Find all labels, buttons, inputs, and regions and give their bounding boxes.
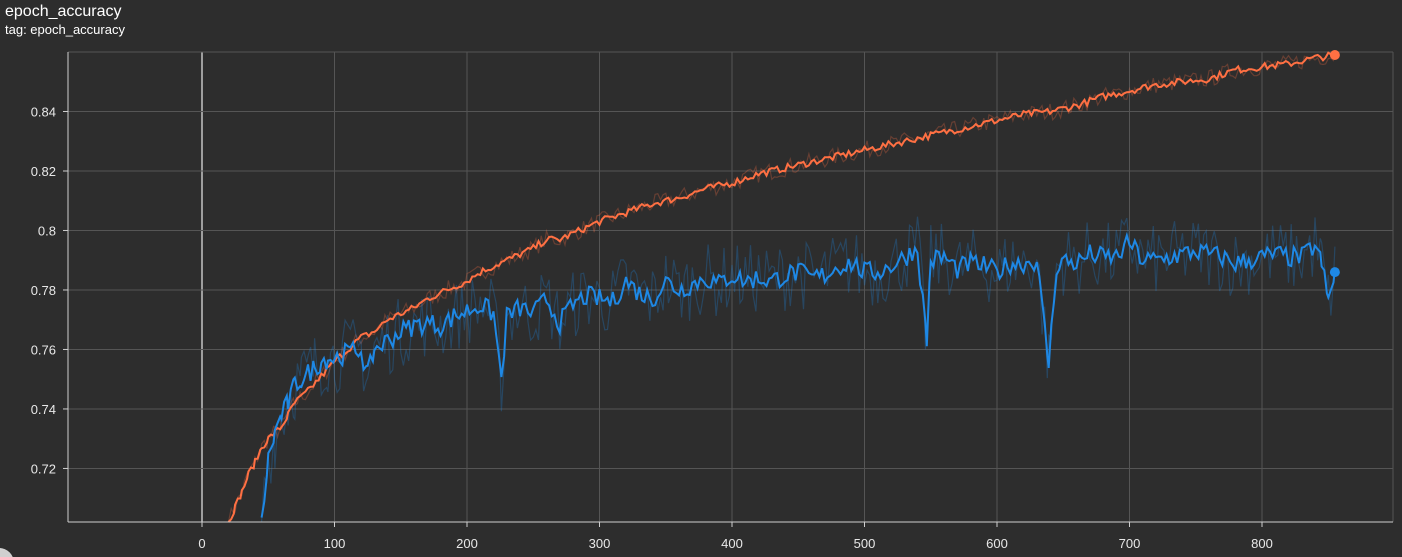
train-line <box>227 51 1336 523</box>
x-tick-label: 200 <box>456 536 478 551</box>
y-tick-label: 0.82 <box>31 164 56 179</box>
x-tick-label: 300 <box>589 536 611 551</box>
y-tick-label: 0.8 <box>38 223 56 238</box>
train-raw-line <box>227 52 1336 523</box>
validation-raw-line <box>261 216 1336 523</box>
validation-end-point[interactable] <box>1329 267 1340 278</box>
y-tick-label: 0.78 <box>31 283 56 298</box>
smoothed-series <box>227 49 1340 523</box>
chart-tag: tag: epoch_accuracy <box>5 22 125 37</box>
x-tick-label: 400 <box>721 536 743 551</box>
raw-series <box>227 52 1336 523</box>
y-tick-label: 0.84 <box>31 104 56 119</box>
chart-header: epoch_accuracy tag: epoch_accuracy <box>5 2 125 38</box>
x-tick-label: 800 <box>1251 536 1273 551</box>
train-end-point[interactable] <box>1329 49 1340 60</box>
x-tick-label: 0 <box>198 536 205 551</box>
grid <box>68 51 1394 522</box>
tick-labels: 0 100 200 300 400 500 600 700 800 0.72 0.74 0.76 0.7… <box>31 104 1273 551</box>
y-tick-label: 0.72 <box>31 461 56 476</box>
axes <box>63 52 1393 527</box>
y-tick-label: 0.76 <box>31 342 56 357</box>
y-tick-label: 0.74 <box>31 402 56 417</box>
settings-icon[interactable] <box>0 548 14 557</box>
x-tick-label: 500 <box>854 536 876 551</box>
validation-line <box>260 231 1336 518</box>
chart-title: epoch_accuracy <box>5 3 122 20</box>
x-tick-label: 700 <box>1119 536 1141 551</box>
x-tick-label: 100 <box>324 536 346 551</box>
x-tick-label: 600 <box>986 536 1008 551</box>
